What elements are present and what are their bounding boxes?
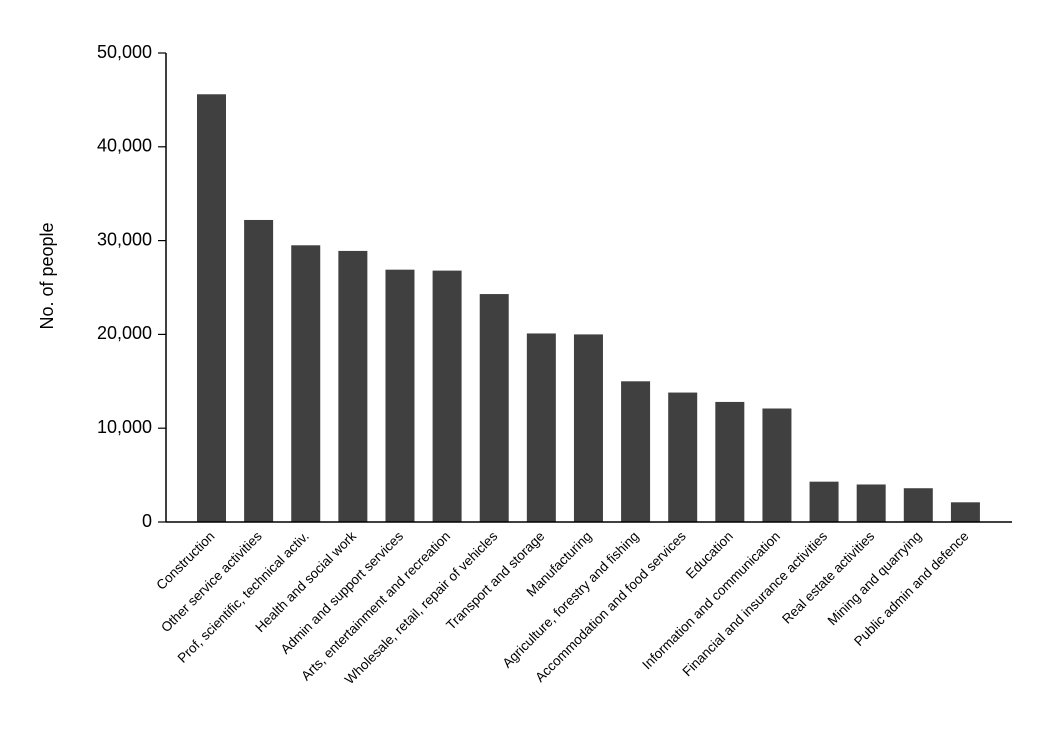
bar [715,401,745,522]
bar [291,245,321,523]
y-tick-label: 20,000 [97,323,152,343]
y-tick-label: 50,000 [97,42,152,62]
bar [244,219,274,523]
bars [197,94,980,523]
bar [197,94,226,522]
bar [668,392,698,522]
bar [950,502,980,522]
bar [479,294,509,522]
y-tick-label: 10,000 [97,417,152,437]
bar [338,250,368,522]
bar [809,481,839,522]
bar [385,269,415,522]
bar [526,333,556,522]
bar [432,270,462,522]
y-tick-label: 0 [142,511,152,531]
y-tick-label: 40,000 [97,136,152,156]
x-category-label: Real estate activities [779,528,877,626]
bar [903,488,933,522]
x-category-label: Mining and quarrying [825,529,925,629]
y-axis-title-group: No. of people [37,222,57,329]
bar [856,484,886,522]
bar [762,408,792,522]
y-axis-ticks: 0 10,000 20,000 30,000 40,000 50,000 [97,42,166,531]
y-axis-title: No. of people [37,222,57,329]
bar [621,381,651,522]
bar [573,334,603,522]
y-tick-label: 30,000 [97,229,152,249]
